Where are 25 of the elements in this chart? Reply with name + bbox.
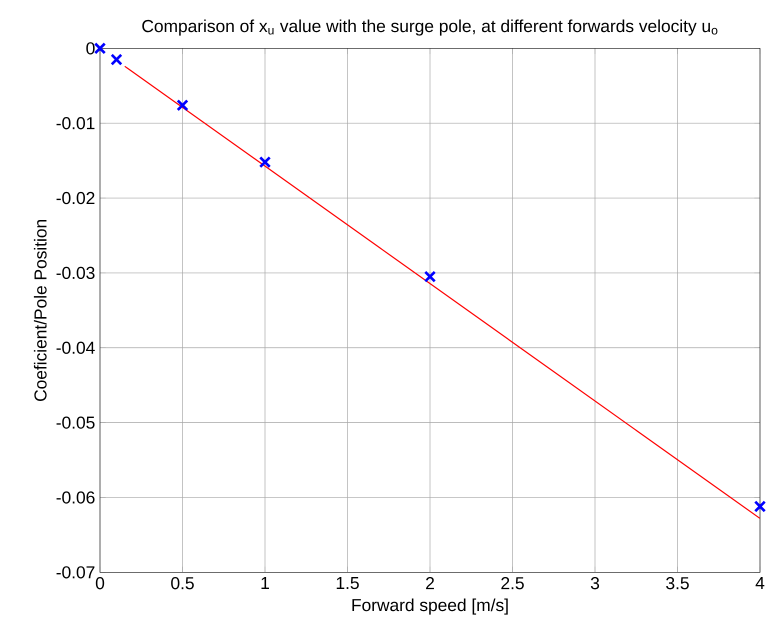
point: [258, 156, 272, 168]
y-tick-label: -0.03: [56, 266, 95, 280]
point: [424, 270, 436, 283]
x-tick-label: 2.5: [501, 577, 524, 590]
chart-title: Comparison of x$_{u}$ value with the surge pole, at different forwards velocity u$_{o}$: [142, 19, 718, 36]
y-tick-label: -0.02: [56, 192, 94, 204]
x-tick-label: 2: [426, 577, 434, 590]
x-axis-title: Forward speed [m/s]: [352, 598, 508, 615]
point: [176, 99, 189, 112]
point: [754, 500, 766, 513]
x-tick-label: 1.5: [336, 577, 359, 590]
x-tick-label: 0.5: [171, 577, 194, 590]
y-tick-label: -0.07: [56, 566, 94, 578]
y-tick-label: -0.05: [56, 416, 95, 429]
x-tick-label: 1: [262, 577, 269, 589]
y-tick-label: 0: [86, 42, 95, 54]
point: [110, 54, 123, 66]
y-tick-label: -0.04: [56, 342, 95, 354]
x-tick-label: 3: [590, 577, 600, 590]
x-tick-label: 4: [756, 577, 764, 589]
y-tick-label: -0.06: [56, 491, 95, 504]
y-tick-label: -0.01: [56, 117, 94, 130]
x-tick-label: 0: [96, 577, 104, 590]
y-axis-title: Coeficient/Pole Position: [34, 220, 47, 401]
x-tick-label: 3.5: [666, 577, 689, 590]
